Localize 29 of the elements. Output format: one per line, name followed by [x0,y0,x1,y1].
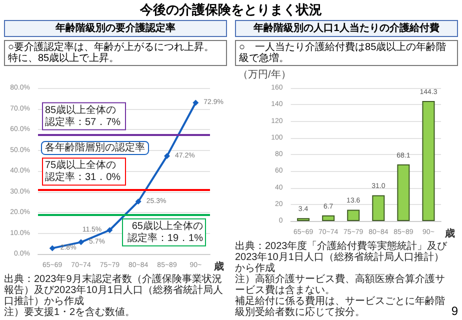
point [78,239,84,246]
ref-line-label: 85歳以上全体の認定率：57．7% [45,104,121,128]
point [49,245,56,252]
text: 注）高額介護サービス費、高額医療合算介護サービス費は含まない。 [235,274,446,296]
chart-title: 年齢階級別の人口1人当たりの介護給付費 [235,20,458,37]
chart-subtitle: ○要介護認定率は、年齢が上がるにつれ上昇。特に、85歳以上で上昇。 [4,40,227,66]
y-axis-title: （万円/年） [238,68,291,80]
bar [397,164,410,221]
x-axis-title: 歳 [444,228,455,240]
source-note: 出典：2023年度「介護給付費等実態統計」及び2023年10月1日人口（総務省統計局人口推計）から作成 [235,241,448,274]
text: 注）要支援1・2を含む数値。 [4,307,136,318]
point [135,198,142,205]
series-label: 各年齢階層別の認定率 [45,141,145,154]
point [106,227,113,234]
bar [347,210,360,221]
chart-title: 年齢階級別の要介護認定率 [4,20,227,37]
x-axis-title: 歳 [213,260,224,272]
text: 9 [451,304,458,318]
bar [422,101,435,221]
source-note: 出典：2023年9月末認定者数（介護保険事業状況報告）及び2023年10月1日人口（総務省統計局人口推計）から作成 [4,274,224,307]
point [164,153,170,160]
bar [372,195,385,221]
bar [322,215,335,221]
ref-line-label: 65歳以上全体の認定率：19．1% [127,220,204,244]
ref-line-label: 75歳以上全体の認定率：31．0% [45,159,121,184]
text: 補足給付に係る費用は、サービスごとに年齢階級別受給者数に応じて按分。 [235,296,446,318]
point [192,100,199,106]
text: 今後の介護保険をとりまく状況 [138,2,323,18]
chart-subtitle: ○ 一人当たり介護給付費は85歳以上の年齢階級で急増。 [235,40,458,66]
